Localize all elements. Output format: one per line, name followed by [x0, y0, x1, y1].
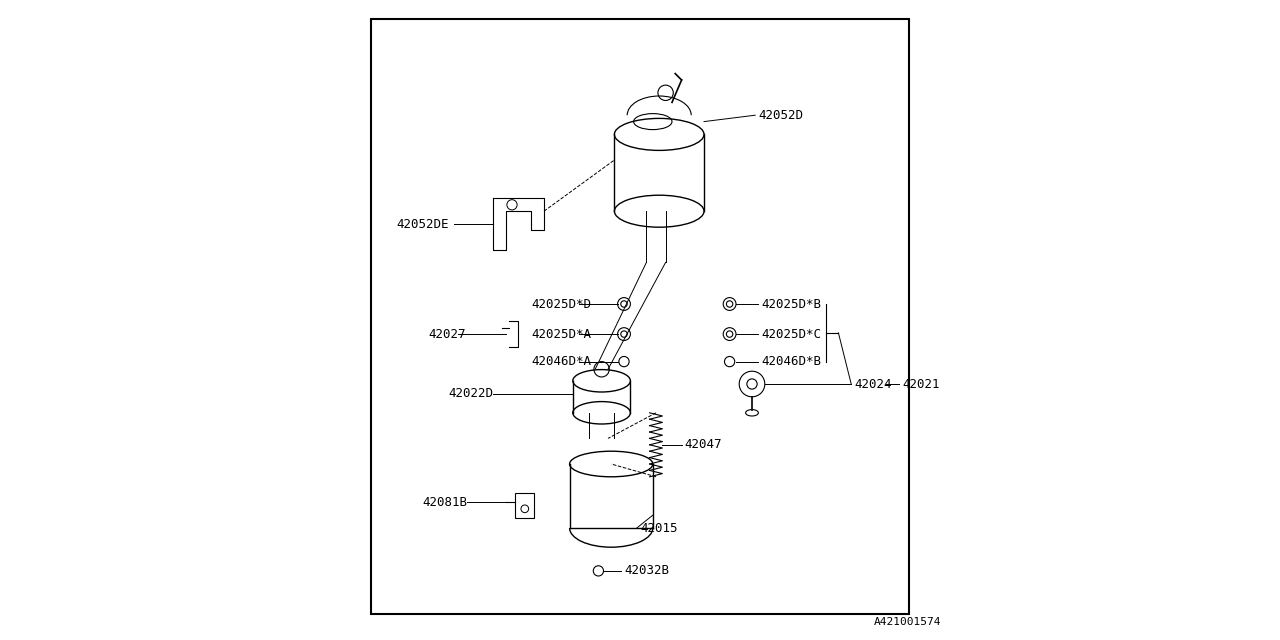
Text: 42027: 42027 [429, 328, 466, 340]
Text: 42022D: 42022D [448, 387, 493, 400]
Text: 42052D: 42052D [759, 109, 804, 122]
Text: 42015: 42015 [640, 522, 677, 534]
Text: 42021: 42021 [902, 378, 940, 390]
Text: 42046D*A: 42046D*A [531, 355, 591, 368]
Text: 42047: 42047 [685, 438, 722, 451]
Text: 42025D*B: 42025D*B [762, 298, 822, 310]
Text: 42025D*D: 42025D*D [531, 298, 591, 310]
Text: 42046D*B: 42046D*B [762, 355, 822, 368]
Bar [516, 493, 535, 518]
Text: A421001574: A421001574 [873, 617, 941, 627]
Text: 42025D*A: 42025D*A [531, 328, 591, 340]
Text: 42032B: 42032B [625, 564, 669, 577]
Text: 42024: 42024 [855, 378, 892, 390]
Text: 42081B: 42081B [422, 496, 467, 509]
Text: 42025D*C: 42025D*C [762, 328, 822, 340]
Text: 42052DE: 42052DE [397, 218, 449, 230]
